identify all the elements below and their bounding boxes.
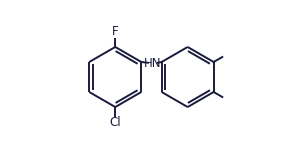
Text: F: F: [112, 25, 119, 38]
Text: HN: HN: [144, 57, 162, 70]
Text: Cl: Cl: [110, 116, 121, 129]
